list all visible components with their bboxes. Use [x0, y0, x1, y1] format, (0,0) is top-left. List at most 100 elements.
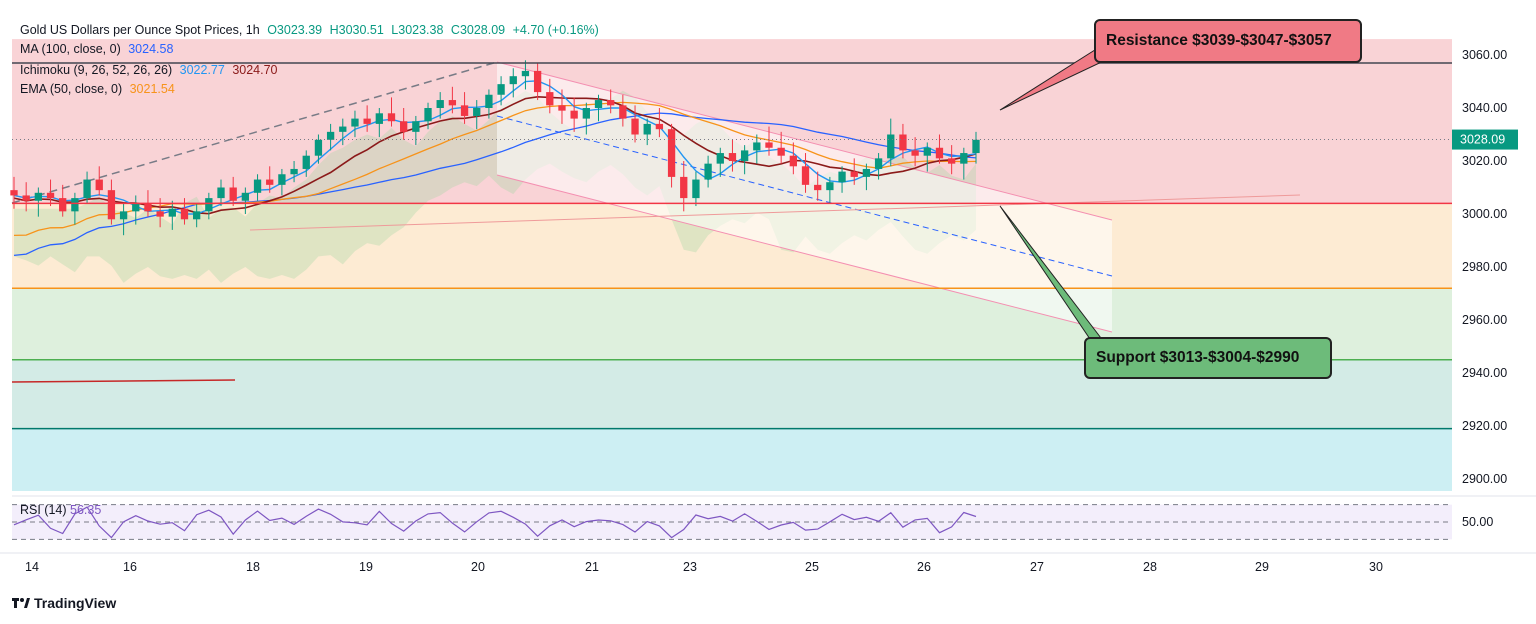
candle-body [59, 198, 67, 212]
candle-body [144, 203, 152, 212]
candle-body [375, 113, 383, 124]
tradingview-icon [12, 598, 30, 608]
support-annotation[interactable]: Support $3013-$3004-$2990 [1084, 337, 1332, 379]
tradingview-logo[interactable]: TradingView [12, 595, 116, 611]
symbol-title: Gold US Dollars per Ounce Spot Prices, 1… [20, 23, 260, 37]
resistance-annotation[interactable]: Resistance $3039-$3047-$3057 [1094, 19, 1362, 63]
candle [582, 102, 590, 135]
candle [521, 60, 530, 90]
candle-body [107, 190, 116, 220]
candle-body [497, 84, 505, 95]
candle-body [83, 179, 91, 199]
candle [339, 118, 347, 146]
candle [83, 171, 91, 204]
y-tick-label: 2960.00 [1462, 313, 1507, 327]
candle-body [156, 211, 164, 217]
candle-body [960, 153, 968, 164]
rsi-pane: 50.00 [12, 495, 1536, 540]
kijun-line [13, 95, 977, 215]
candle-body [972, 139, 980, 154]
candle-body [789, 155, 797, 167]
candle [899, 123, 907, 159]
x-tick-label: 14 [25, 560, 39, 574]
candle-body [740, 150, 749, 161]
candle-body [95, 179, 103, 191]
ma-legend[interactable]: MA (100, close, 0) 3024.58 [20, 41, 177, 57]
x-tick-label: 16 [123, 560, 137, 574]
candle-body [314, 139, 323, 156]
candle [326, 123, 335, 151]
ichimoku-value-1: 3022.77 [179, 63, 225, 77]
candle [765, 126, 773, 156]
rsi-value: 56.35 [70, 503, 102, 517]
candle-body [826, 182, 834, 191]
candle-body [119, 211, 128, 220]
candle-body [655, 123, 664, 130]
x-tick-label: 29 [1255, 560, 1269, 574]
rsi-legend[interactable]: RSI (14) 56.35 [20, 503, 101, 517]
ichimoku-cloud-band [14, 90, 976, 283]
candle [34, 187, 43, 217]
candle [667, 123, 676, 188]
x-tick-label: 25 [805, 560, 819, 574]
candle-body [814, 184, 822, 191]
candle [728, 139, 737, 172]
x-tick-label: 20 [471, 560, 485, 574]
y-axis: 3060.00 3040.00 3020.00 3000.00 2980.00 2960.… [1452, 0, 1536, 580]
channel-lower-line [496, 174, 1113, 333]
ohlc-close: C3028.09 [450, 23, 506, 37]
y-tick-label: 2940.00 [1462, 366, 1507, 380]
zone-cyan [12, 428, 1452, 491]
ema-label: EMA (50, close, 0) [20, 82, 123, 96]
candle-body [193, 211, 201, 220]
candle-body [278, 174, 286, 185]
candle [947, 145, 956, 175]
symbol-legend: Gold US Dollars per Ounce Spot Prices, 1… [20, 22, 603, 38]
candle-body [899, 134, 907, 151]
channel-upper-line [496, 61, 1113, 221]
candle-body [753, 142, 761, 151]
candle [59, 184, 67, 217]
x-tick-label: 30 [1369, 560, 1383, 574]
rsi-line [13, 506, 977, 539]
y-tick-label: 3000.00 [1462, 207, 1507, 221]
candle-body [570, 110, 578, 119]
candle [412, 115, 420, 146]
candle-body [217, 187, 225, 199]
candle-body [631, 118, 639, 135]
candle [838, 166, 846, 193]
ichimoku-legend[interactable]: Ichimoku (9, 26, 52, 26, 26) 3022.77 302… [20, 62, 282, 78]
candle [424, 102, 432, 130]
candle [570, 97, 578, 132]
candle-body [862, 168, 871, 177]
y-tick-label: 2900.00 [1462, 472, 1507, 486]
candle-body [253, 179, 262, 193]
candle-body [667, 129, 676, 177]
candle [473, 100, 481, 130]
candle [400, 108, 408, 140]
candle [826, 176, 834, 204]
trend-dashed-line [11, 61, 498, 204]
candle-body [363, 118, 371, 124]
candle [692, 171, 700, 207]
candle [619, 94, 627, 127]
candle-body [874, 158, 883, 169]
candle-body [728, 153, 737, 161]
candlestick-series [10, 60, 980, 236]
candle-body [850, 171, 858, 177]
price-tag [1452, 129, 1518, 150]
y-tick-label: 3060.00 [1462, 48, 1507, 62]
candle [168, 200, 176, 230]
candle-body [436, 100, 444, 108]
ema-value: 3021.54 [129, 82, 175, 96]
candle [375, 108, 383, 138]
ohlc-change: +4.70 (+0.16%) [512, 23, 599, 37]
candle [631, 105, 639, 143]
candle [217, 179, 225, 207]
candle [594, 94, 603, 122]
candle [814, 171, 822, 201]
rsi-level-label: 50.00 [1462, 515, 1493, 529]
ema-legend[interactable]: EMA (50, close, 0) 3021.54 [20, 81, 179, 97]
rsi-label: RSI (14) [20, 503, 67, 517]
candle [351, 110, 359, 138]
